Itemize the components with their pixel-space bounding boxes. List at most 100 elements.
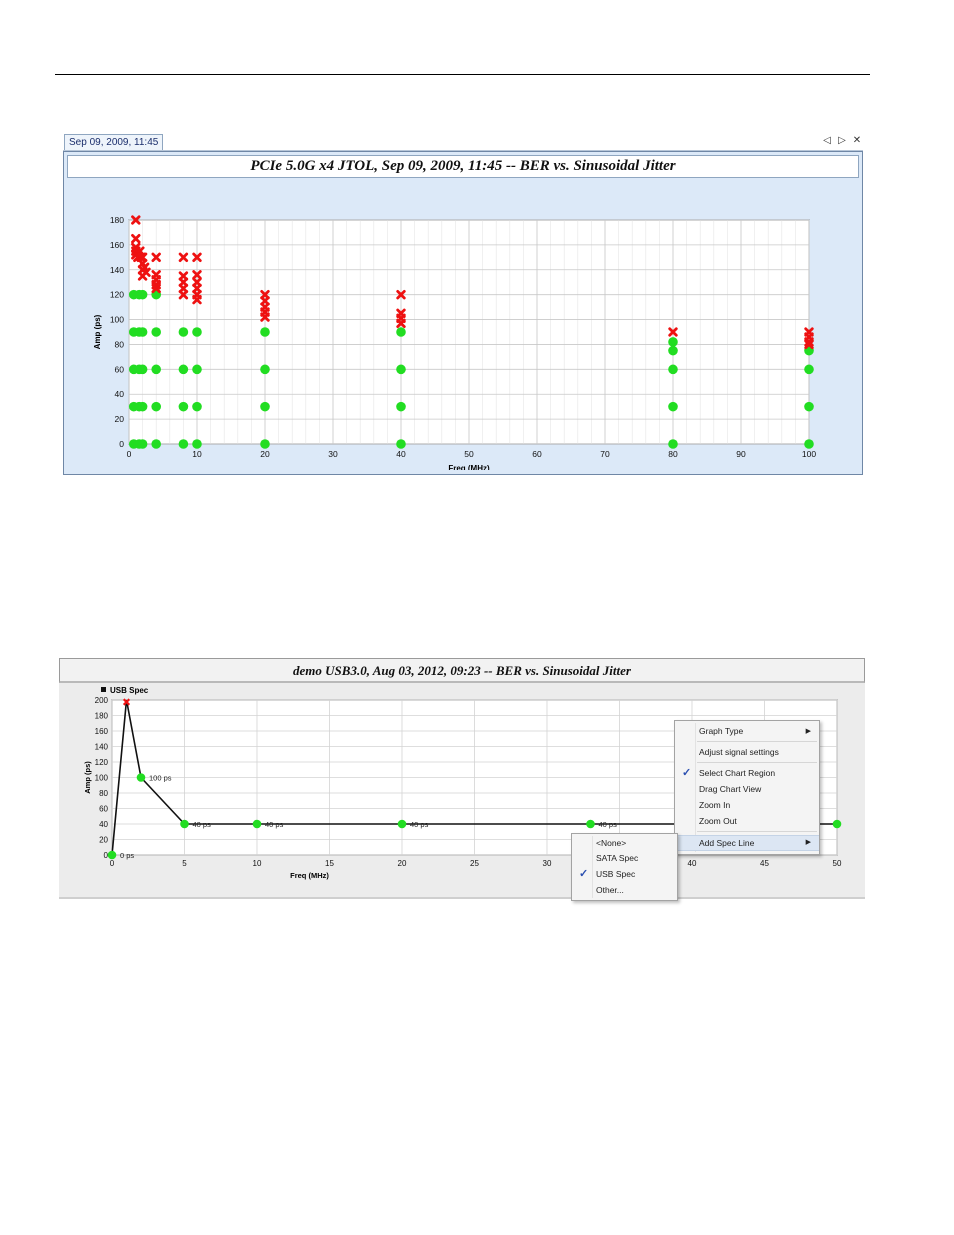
page-top-rule (55, 74, 870, 75)
menu-item-label: USB Spec (596, 869, 636, 879)
x-tick-label: 20 (398, 859, 407, 868)
fail-point (804, 339, 814, 350)
legend-label: USB Spec (110, 686, 149, 695)
y-tick-label: 60 (115, 364, 125, 374)
tab-bar: Sep 09, 2009, 11:45 ◁ ▷ ✕ (63, 133, 863, 151)
fail-point (178, 252, 189, 263)
chart-frame: PCIe 5.0G x4 JTOL, Sep 09, 2009, 11:45 -… (63, 151, 863, 475)
point-label: 40 ps (193, 820, 212, 829)
jtol-scatter-chart[interactable]: 0 10 20 30 40 50 60 70 80 90 100 0 20 40 60 80 100 120 140… (67, 182, 857, 473)
scroll-right-icon[interactable]: ▷ (838, 135, 846, 146)
pass-point (137, 401, 148, 412)
x-tick-label: 80 (668, 449, 678, 459)
x-tick-label: 0 (110, 859, 115, 868)
pass-point (668, 364, 678, 375)
y-tick-label: 200 (95, 696, 109, 705)
y-tick-label: 140 (110, 265, 124, 275)
fail-point (151, 252, 161, 263)
pass-point (668, 439, 678, 449)
x-tick-label: 100 (802, 449, 816, 459)
pass-point (260, 364, 270, 375)
x-tick-label: 70 (600, 449, 610, 459)
x-tick-label: 0 (127, 449, 132, 459)
pass-point (832, 819, 842, 829)
pass-point (804, 364, 814, 375)
menu-item-other[interactable]: Other... (572, 883, 677, 898)
x-tick-label: 45 (760, 859, 769, 868)
x-axis-label: Freq (MHz) (448, 464, 490, 470)
pass-point (192, 327, 202, 337)
pass-point (151, 327, 161, 337)
pass-point (180, 819, 189, 829)
menu-item-sata-spec[interactable]: SATA Spec (572, 851, 677, 866)
x-tick-label: 15 (325, 859, 334, 868)
pass-point (260, 327, 270, 337)
y-tick-label: 100 (110, 315, 124, 325)
fail-point (122, 698, 131, 706)
pass-point (804, 401, 814, 412)
pass-point (137, 289, 148, 300)
pass-point (668, 401, 678, 412)
menu-separator (697, 831, 817, 832)
x-tick-label: 60 (532, 449, 542, 459)
pass-point (397, 819, 407, 829)
x-tick-label: 30 (328, 449, 338, 459)
menu-item-zoom-in[interactable]: Zoom In (675, 798, 819, 813)
x-tick-label: 25 (470, 859, 479, 868)
pass-point (804, 439, 814, 449)
menu-item-select-chart-region[interactable]: Select Chart Region ✓ (675, 766, 819, 781)
chart-plot-area[interactable]: 0 10 20 30 40 50 60 70 80 90 100 0 20 40 60 80 100 120 140… (67, 182, 857, 473)
pass-point (396, 439, 406, 449)
fail-point (668, 327, 678, 337)
tab-sep-09-2009[interactable]: Sep 09, 2009, 11:45 (64, 134, 164, 150)
pass-point (178, 327, 189, 337)
fail-point (192, 270, 202, 280)
pass-point (136, 773, 146, 782)
y-tick-label: 40 (99, 820, 108, 829)
menu-separator (697, 741, 817, 742)
menu-item-drag-chart-view[interactable]: Drag Chart View (675, 782, 819, 797)
point-label: 40 ps (265, 820, 284, 829)
y-tick-label: 40 (115, 389, 125, 399)
y-tick-label: 0 (119, 439, 124, 449)
point-label: 40 ps (410, 820, 429, 829)
pass-point (192, 364, 202, 375)
menu-item-label: Adjust signal settings (699, 747, 779, 757)
scroll-left-icon[interactable]: ◁ (823, 135, 831, 146)
y-tick-label: 180 (110, 215, 124, 225)
pass-point (252, 819, 262, 829)
y-tick-label: 160 (110, 240, 124, 250)
menu-item-zoom-out[interactable]: Zoom Out (675, 814, 819, 829)
fail-point (396, 318, 406, 328)
pass-point (192, 439, 202, 449)
pass-point (396, 327, 406, 337)
x-tick-label: 30 (543, 859, 552, 868)
menu-item-add-spec-line[interactable]: Add Spec Line ▶ (675, 835, 819, 851)
y-tick-label: 160 (95, 727, 109, 736)
x-tick-label: 40 (396, 449, 406, 459)
pass-point (192, 401, 202, 412)
menu-item-none[interactable]: <None> (572, 836, 677, 851)
close-icon[interactable]: ✕ (852, 135, 862, 146)
jtol-chart-window: Sep 09, 2009, 11:45 ◁ ▷ ✕ PCIe 5.0G x4 J… (63, 133, 863, 475)
menu-item-label: Zoom In (699, 800, 731, 810)
menu-item-label: Other... (596, 885, 624, 895)
menu-item-usb-spec[interactable]: USB Spec ✓ (572, 867, 677, 882)
menu-item-label: Add Spec Line (699, 838, 755, 848)
pass-point (151, 364, 161, 375)
menu-item-adjust-signal-settings[interactable]: Adjust signal settings (675, 745, 819, 760)
submenu-arrow-icon: ▶ (805, 728, 811, 735)
menu-item-graph-type[interactable]: Graph Type ▶ (675, 724, 819, 739)
y-tick-label: 20 (115, 414, 125, 424)
x-tick-label: 50 (464, 449, 474, 459)
x-axis-label: Freq (MHz) (290, 871, 329, 880)
fail-point (192, 252, 202, 263)
y-tick-label: 180 (95, 712, 109, 721)
chart-title-usb: demo USB3.0, Aug 03, 2012, 09:23 -- BER … (59, 658, 865, 683)
y-tick-label: 120 (95, 758, 109, 767)
pass-point (137, 439, 148, 449)
spec-line-submenu: <None> SATA Spec USB Spec ✓ Other... (571, 833, 678, 901)
pass-point (151, 439, 161, 449)
pass-point (178, 401, 189, 412)
pass-point (260, 401, 270, 412)
